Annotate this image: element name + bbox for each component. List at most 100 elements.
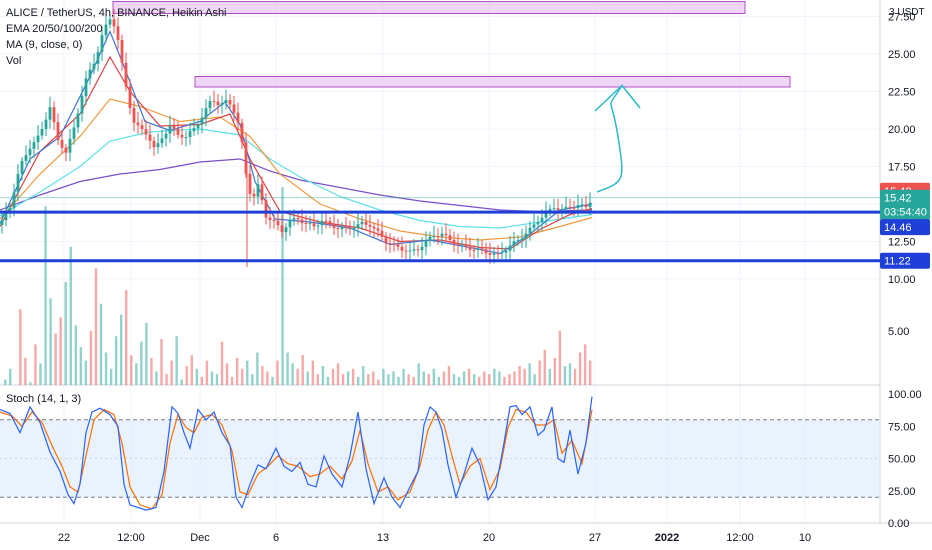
volume-bar [402, 368, 405, 385]
candle-body [8, 207, 12, 213]
candle-body [268, 217, 272, 221]
volume-bar [59, 317, 62, 385]
volume-bar [367, 374, 370, 385]
volume-bar [472, 374, 476, 385]
volume-bar [478, 376, 481, 385]
candle-body [16, 173, 20, 193]
candle-body [484, 249, 488, 254]
candle-body [148, 134, 152, 141]
legend-vol[interactable]: Vol [6, 55, 22, 67]
stoch-tick-label: 75.00 [888, 421, 916, 433]
resistance-zones[interactable] [112, 1, 791, 88]
candle-body [336, 228, 340, 230]
candle-body [164, 133, 168, 139]
time-tick-label: 10 [799, 532, 811, 544]
candle-body [380, 230, 384, 237]
horizontal-levels[interactable] [0, 197, 880, 263]
candle-body [556, 208, 560, 210]
candle-body [488, 253, 492, 255]
volume-bar [79, 347, 83, 385]
candle-body [220, 103, 224, 106]
candle-body [528, 227, 532, 234]
stoch-d-line [0, 408, 593, 510]
volume-bar [195, 368, 199, 385]
candle-body [280, 225, 284, 233]
candle-body [168, 125, 172, 134]
candle-body [260, 184, 264, 201]
volume-bar [558, 330, 562, 385]
volume-bar [235, 357, 239, 385]
candle-body [76, 113, 80, 128]
candle-body [28, 148, 32, 156]
candle-body [480, 248, 484, 250]
volume-bar [24, 357, 27, 385]
volume-bar [437, 376, 441, 385]
candle-body [372, 226, 376, 229]
candle-body [176, 128, 180, 135]
candle-body [48, 107, 52, 120]
candle-body [496, 253, 500, 255]
volume-bar [84, 360, 88, 385]
ema200-line [0, 158, 593, 213]
candle-body [180, 134, 184, 138]
volume-bar [220, 341, 224, 385]
volume-bar [119, 314, 123, 385]
price-tick-label: 17.50 [888, 162, 916, 174]
candle-body [292, 218, 296, 220]
candle-body [588, 202, 592, 208]
volume-bar [230, 376, 234, 385]
volume-bar [114, 336, 118, 385]
volume-bar [170, 360, 173, 385]
candle-body [120, 40, 124, 63]
projection-arrow[interactable] [594, 84, 641, 193]
candle-body [408, 250, 412, 252]
candle-body [64, 147, 68, 153]
candle-body [224, 99, 228, 104]
volume-bar [377, 379, 380, 385]
volume-bar [387, 374, 390, 385]
volume-bar [109, 368, 113, 385]
candle-body [200, 117, 204, 125]
candle-body [492, 253, 496, 255]
volume-bar [417, 363, 420, 385]
volume-bar [422, 371, 425, 385]
candle-body [60, 140, 64, 148]
volume-bar [145, 322, 148, 385]
stoch-tick-label: 25.00 [888, 486, 916, 498]
volume-bar [69, 246, 72, 385]
price-tick-label: 12.50 [888, 237, 916, 249]
time-tick-label: 27 [589, 532, 601, 544]
candle-body [32, 142, 36, 149]
volume-bar [336, 363, 340, 385]
candle-body [560, 208, 564, 210]
volume-bar [215, 374, 219, 385]
volume-bar [94, 268, 98, 385]
time-tick-label: 22 [58, 532, 70, 544]
candle-body [444, 233, 448, 236]
candle-body [388, 243, 392, 245]
candle-body [156, 143, 160, 148]
legend-ema[interactable]: EMA 20/50/100/200 [6, 23, 103, 35]
candle-body [228, 99, 232, 105]
candle-body [464, 244, 468, 247]
volume-bar [251, 374, 254, 385]
volume-bar [568, 363, 572, 385]
volume-bar [281, 187, 284, 385]
volume-bar [225, 363, 229, 385]
legend-ma[interactable]: MA (9, close, 0) [6, 39, 83, 51]
volume-bar [523, 368, 526, 385]
volume-bar [74, 325, 77, 385]
volume-bar [543, 349, 546, 385]
stoch-legend[interactable]: Stoch (14, 1, 3) [6, 391, 81, 407]
candle-body [364, 221, 368, 225]
stoch-k-line [0, 396, 593, 511]
heikin-ashi-candles [0, 9, 592, 267]
candle-body [136, 122, 140, 126]
candle-body [344, 227, 348, 229]
volume-bar [246, 360, 249, 385]
candle-body [264, 200, 268, 218]
chart-title[interactable]: ALICE / TetherUS, 4h, BINANCE, Heikin As… [6, 7, 227, 19]
candle-body [460, 244, 464, 246]
stoch-tick-label: 50.00 [888, 454, 916, 466]
